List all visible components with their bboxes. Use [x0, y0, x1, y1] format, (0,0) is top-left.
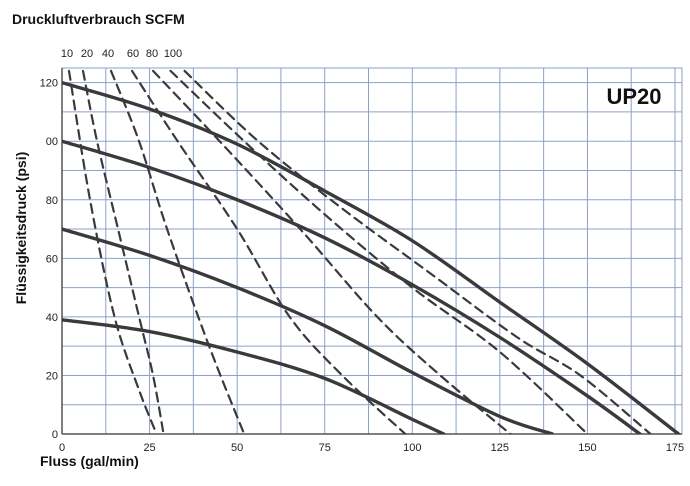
y-tick-label: 40: [46, 312, 58, 324]
y-tick-label: 00: [46, 136, 58, 148]
air-consumption-curve: [81, 69, 165, 434]
model-title: UP20: [606, 84, 661, 109]
air-consumption-curve: [169, 69, 589, 434]
pressure-curve: [62, 318, 446, 434]
air-consumption-curve: [151, 69, 512, 434]
scfm-label: 60: [127, 48, 139, 60]
x-axis-label: Fluss (gal/min): [40, 453, 139, 469]
x-tick-label: 150: [578, 442, 596, 454]
x-tick-label: 175: [666, 442, 684, 454]
top-axis-title: Druckluftverbrauch SCFM: [12, 11, 185, 27]
y-tick-label: 0: [52, 429, 58, 441]
air-consumption-curve: [67, 69, 158, 434]
y-tick-label: 20: [46, 370, 58, 382]
air-consumption-curve: [183, 69, 652, 434]
y-tick-label: 60: [46, 253, 58, 265]
air-consumption-curve: [130, 69, 407, 434]
pressure-curve: [62, 80, 681, 434]
y-tick-label: 80: [46, 195, 58, 207]
scfm-label: 100: [164, 48, 182, 60]
scfm-label: 80: [146, 48, 158, 60]
x-tick-label: 100: [403, 442, 421, 454]
y-tick-label: 120: [40, 78, 58, 90]
x-tick-label: 125: [491, 442, 509, 454]
plot-area: [61, 67, 683, 435]
x-tick-label: 0: [59, 442, 65, 454]
scfm-label: 20: [81, 48, 93, 60]
scfm-label: 10: [61, 48, 73, 60]
x-tick-label: 25: [143, 442, 155, 454]
y-axis-label: Flüssigkeitsdruck (psi): [13, 151, 29, 305]
pressure-curve: [62, 139, 642, 434]
scfm-label: 40: [102, 48, 114, 60]
x-tick-label: 50: [231, 442, 243, 454]
pressure-curve: [62, 227, 555, 434]
air-consumption-curve: [109, 69, 246, 434]
x-tick-label: 75: [319, 442, 331, 454]
